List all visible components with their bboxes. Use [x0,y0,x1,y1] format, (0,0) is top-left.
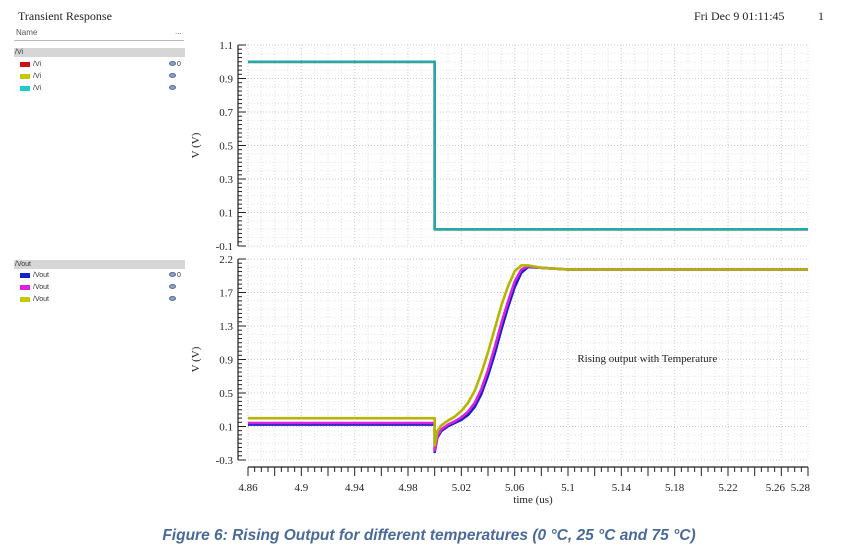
figure-caption: Figure 6: Rising Output for different te… [162,527,696,544]
x-tick-label: 5.14 [612,482,632,494]
legend-item[interactable]: /Vout 0 [20,271,185,280]
x-tick-label: 5.28 [791,482,811,494]
page-number: 1 [818,9,824,23]
legend-item[interactable]: /Vout [20,283,185,292]
window-title: Transient Response [18,9,112,23]
y-tick-label: 0.1 [219,208,233,220]
legend-item-label: /Vi [33,85,42,92]
x-tick-label: 4.98 [398,482,418,494]
x-tick-label: 4.86 [238,482,258,494]
color-swatch [20,73,30,79]
y-tick-label: 0.3 [219,174,233,186]
visibility-eye-icon[interactable] [169,284,176,289]
name-column-header: Name [16,28,38,37]
name-column-menu[interactable]: ... [175,27,182,36]
legend-separator [14,40,184,41]
y-tick-label: 1.3 [219,321,233,333]
legend-item-label: /Vi [33,61,42,68]
y-tick-label: 0.7 [219,107,233,119]
x-tick-label: 5.06 [505,482,525,494]
x-tick-label: 5.1 [561,482,575,494]
legend-item-value: 0 [177,272,181,279]
y-tick-label: 1.1 [219,40,233,52]
visibility-eye-icon[interactable] [169,272,176,277]
series-line [248,264,808,452]
series-line [248,264,808,447]
x-tick-label: 5.18 [665,482,685,494]
y-tick-label: -0.3 [216,455,234,467]
y-tick-label: 1.7 [219,288,233,300]
series-line [248,60,808,231]
legend-item[interactable]: /Vout [20,295,185,304]
y-tick-label: -0.1 [216,241,233,253]
y-tick-label: 0.1 [219,422,233,434]
x-tick-label: 4.9 [294,482,308,494]
chart-annotation: Rising output with Temperature [577,353,717,365]
timestamp: Fri Dec 9 01:11:45 [694,9,785,23]
legend-item-label: /Vi [33,73,42,80]
transient-chart: 1.1 0.9 0.7 0.5 0.3 0.1 -0.1 V (V) 2.2 1.7 1.3 0.9… [190,40,811,506]
legend-group-vout[interactable]: /Vout [14,260,185,269]
y-axis-label: V (V) [190,132,202,158]
x-tick-label: 5.22 [718,482,737,494]
color-swatch [20,61,30,67]
x-tick-label: 5.02 [452,482,471,494]
legend-item-value: 0 [177,61,181,68]
x-tick-label: 4.94 [345,482,365,494]
y-axis-label: V (V) [190,346,202,372]
legend-item[interactable]: /Vi [20,84,185,93]
color-swatch [20,272,30,278]
legend-item-label: /Vout [33,272,49,279]
color-swatch [20,284,30,290]
plot-vi: 1.1 0.9 0.7 0.5 0.3 0.1 -0.1 V (V) [190,40,809,253]
y-tick-label: 0.5 [219,141,233,153]
x-tick-label: 5.26 [766,482,786,494]
visibility-eye-icon[interactable] [169,296,176,301]
legend-group-vi[interactable]: /Vi [14,48,185,57]
visibility-eye-icon[interactable] [169,73,176,78]
color-swatch [20,296,30,302]
y-tick-label: 0.9 [219,355,233,367]
x-axis: 4.86 4.9 4.94 4.98 5.02 5.06 5.1 5.14 5.18 5.22 5.… [238,466,811,506]
legend-item-label: /Vout [33,284,49,291]
visibility-eye-icon[interactable] [169,61,176,66]
y-tick-label: 0.5 [219,388,233,400]
visibility-eye-icon[interactable] [169,85,176,90]
color-swatch [20,85,30,91]
x-axis-label: time (us) [513,494,553,506]
y-tick-label: 2.2 [219,254,233,266]
y-tick-label: 0.9 [219,74,233,86]
legend-item-label: /Vout [33,296,49,303]
legend-item[interactable]: /Vi 0 [20,60,185,69]
legend-item[interactable]: /Vi [20,72,185,81]
plot-vout: 2.2 1.7 1.3 0.9 0.5 0.1 -0.3 V (V) Rising output… [190,254,809,467]
